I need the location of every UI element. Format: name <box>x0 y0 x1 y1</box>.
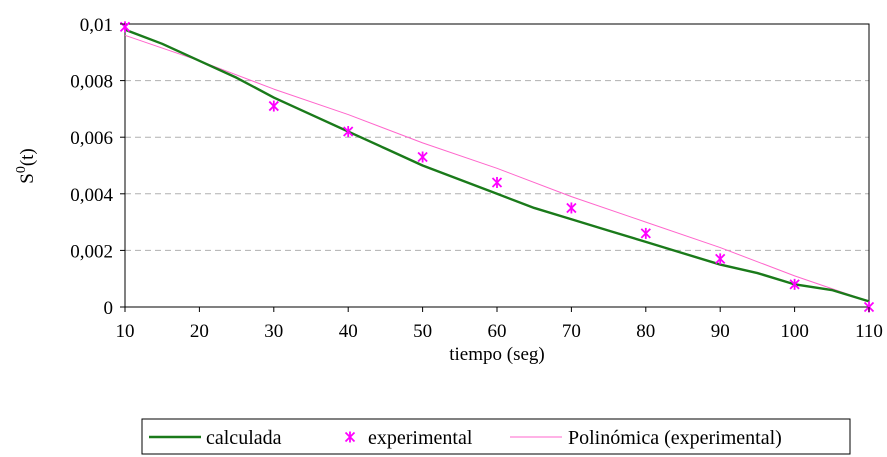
legend-star-marker <box>344 431 356 443</box>
x-axis-title: tiempo (seg) <box>449 344 545 365</box>
legend-box <box>141 418 851 455</box>
y-axis-ticks: 0 0,002 0,004 0,006 0,008 0,01 <box>70 15 125 319</box>
x-tick-label: 80 <box>636 321 655 342</box>
legend-label-experimental: experimental <box>368 427 473 449</box>
y-tick-label: 0,01 <box>80 15 113 36</box>
y-tick-label: 0,002 <box>70 241 113 262</box>
legend-swatch-experimental <box>344 431 356 443</box>
y-axis-title-rest: (t) <box>17 148 38 166</box>
experimental-point <box>566 202 577 214</box>
x-tick-label: 90 <box>711 321 730 342</box>
x-tick-label: 30 <box>264 321 283 342</box>
y-axis-title: S0(t) <box>14 148 38 184</box>
experimental-point <box>640 227 651 239</box>
x-axis-ticks: 10 20 30 40 50 60 70 80 90 100 110 <box>116 307 883 342</box>
x-tick-label: 110 <box>855 321 883 342</box>
y-tick-label: 0,004 <box>70 185 113 206</box>
experimental-point <box>268 100 279 112</box>
y-tick-label: 0 <box>104 298 114 319</box>
polinomica-trendline <box>124 34 870 302</box>
x-tick-label: 60 <box>488 321 507 342</box>
experimental-point <box>715 253 726 265</box>
experimental-point <box>343 126 354 138</box>
legend: calculada experimental Polinómica (exper… <box>141 418 851 455</box>
y-axis-title-sup: 0 <box>14 166 29 173</box>
experimental-point <box>417 151 428 163</box>
experimental-point <box>789 278 800 290</box>
x-tick-label: 70 <box>562 321 581 342</box>
x-tick-label: 40 <box>339 321 358 342</box>
experimental-point <box>119 21 131 33</box>
grid-lines <box>125 80 869 251</box>
y-tick-label: 0,008 <box>70 72 113 93</box>
legend-label-calculada: calculada <box>206 427 282 449</box>
y-axis-title-base: S <box>17 173 38 184</box>
x-tick-label: 100 <box>780 321 809 342</box>
experimental-point <box>491 176 503 188</box>
series-layer <box>119 21 875 313</box>
x-tick-label: 20 <box>190 321 209 342</box>
legend-label-polinomica: Polinómica (experimental) <box>568 427 782 449</box>
calculada-line <box>124 28 870 303</box>
y-tick-label: 0,006 <box>70 128 113 149</box>
plot-area-frame <box>124 23 870 308</box>
x-tick-label: 50 <box>413 321 432 342</box>
x-tick-label: 10 <box>116 321 135 342</box>
